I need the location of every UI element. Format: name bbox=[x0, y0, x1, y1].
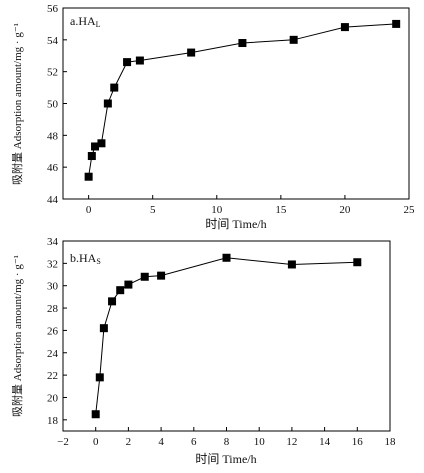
x-tick-label: 25 bbox=[404, 204, 416, 216]
y-tick-label: 44 bbox=[47, 194, 59, 206]
data-point-marker bbox=[353, 258, 362, 267]
data-point-marker bbox=[187, 48, 196, 57]
data-point-marker bbox=[289, 35, 298, 44]
data-point-marker bbox=[95, 373, 104, 382]
data-point-marker bbox=[103, 99, 112, 108]
y-tick-label: 34 bbox=[47, 236, 59, 248]
y-tick-label: 18 bbox=[47, 415, 59, 427]
plot-frame bbox=[62, 240, 391, 432]
data-point-marker bbox=[87, 152, 96, 161]
x-axis-label: 时间 Time/h bbox=[195, 452, 256, 466]
x-tick-label: 8 bbox=[224, 436, 230, 448]
y-tick-label: 56 bbox=[47, 3, 59, 15]
y-axis-label: 吸附量 Adsorption amount/mg · g⁻¹ bbox=[10, 23, 24, 185]
data-point-marker bbox=[97, 139, 106, 148]
data-point-marker bbox=[124, 280, 133, 289]
y-tick-label: 54 bbox=[47, 35, 59, 47]
data-point-marker bbox=[135, 56, 144, 65]
data-point-marker bbox=[84, 172, 93, 181]
data-point-marker bbox=[222, 253, 231, 262]
data-point-marker bbox=[110, 83, 119, 92]
y-tick-label: 46 bbox=[47, 162, 59, 174]
x-tick-label: 18 bbox=[385, 436, 397, 448]
y-tick-label: 48 bbox=[47, 130, 59, 142]
data-point-marker bbox=[157, 271, 166, 280]
x-tick-label: 12 bbox=[286, 436, 297, 448]
y-tick-label: 26 bbox=[47, 325, 59, 337]
series-line bbox=[95, 257, 358, 415]
x-tick-label: 4 bbox=[158, 436, 164, 448]
x-tick-label: 15 bbox=[275, 204, 287, 216]
data-point-marker bbox=[340, 23, 349, 32]
y-axis-label: 吸附量 Adsorption amount/mg · g⁻¹ bbox=[10, 255, 24, 417]
y-tick-label: 32 bbox=[47, 258, 58, 270]
x-tick-label: −2 bbox=[57, 436, 69, 448]
x-tick-label: 20 bbox=[339, 204, 351, 216]
panel-a-title: a.HAL bbox=[70, 14, 101, 29]
data-point-marker bbox=[140, 272, 149, 281]
y-tick-label: 30 bbox=[47, 281, 59, 293]
panel-b-title: b.HAS bbox=[70, 251, 101, 266]
data-point-marker bbox=[392, 19, 401, 28]
x-tick-label: 0 bbox=[93, 436, 99, 448]
data-point-marker bbox=[116, 286, 125, 295]
y-tick-label: 52 bbox=[47, 67, 58, 79]
y-tick-label: 24 bbox=[47, 348, 59, 360]
data-point-marker bbox=[99, 324, 108, 333]
data-point-marker bbox=[108, 297, 117, 306]
x-tick-label: 10 bbox=[254, 436, 266, 448]
x-tick-label: 16 bbox=[352, 436, 364, 448]
panel-a: a.HAL 时间 Time/h 吸附量 Adsorption amount/mg… bbox=[10, 3, 415, 231]
data-point-marker bbox=[91, 410, 100, 419]
x-tick-label: 0 bbox=[86, 204, 92, 216]
x-tick-label: 5 bbox=[150, 204, 156, 216]
panel-b: b.HAS 时间 Time/h 吸附量 Adsorption amount/mg… bbox=[10, 236, 396, 466]
x-tick-label: 6 bbox=[191, 436, 197, 448]
x-tick-label: 10 bbox=[211, 204, 223, 216]
y-tick-label: 22 bbox=[47, 370, 58, 382]
plot-frame bbox=[62, 7, 410, 200]
y-tick-label: 20 bbox=[47, 392, 59, 404]
data-point-marker bbox=[238, 39, 247, 48]
x-axis-label: 时间 Time/h bbox=[205, 217, 266, 231]
x-tick-label: 2 bbox=[126, 436, 132, 448]
y-tick-label: 50 bbox=[47, 99, 59, 111]
data-point-marker bbox=[287, 260, 296, 269]
y-tick-label: 28 bbox=[47, 303, 59, 315]
data-point-marker bbox=[91, 142, 100, 151]
x-tick-label: 14 bbox=[319, 436, 331, 448]
data-point-marker bbox=[123, 58, 132, 67]
